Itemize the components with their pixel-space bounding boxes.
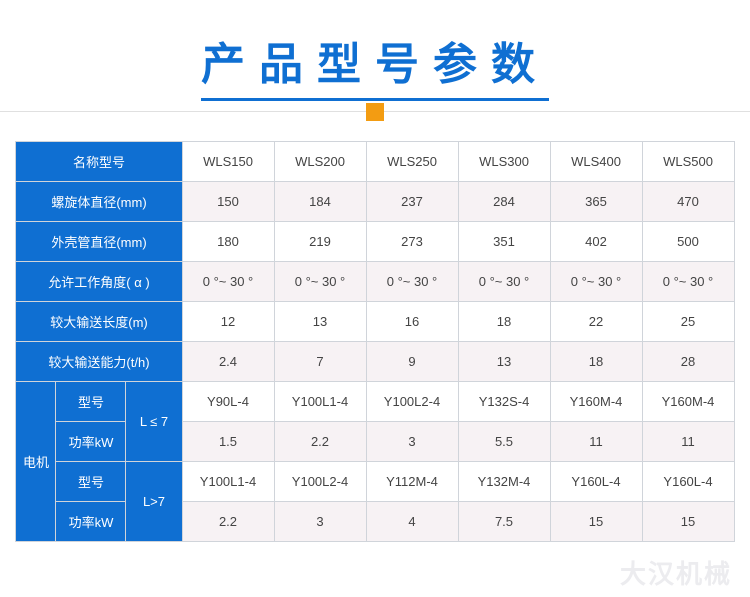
cell: 13: [458, 342, 550, 382]
cell: 18: [550, 342, 642, 382]
title-divider: [0, 101, 750, 123]
cell: 184: [274, 182, 366, 222]
cell: 284: [458, 182, 550, 222]
cell: WLS400: [550, 142, 642, 182]
cell: 7: [274, 342, 366, 382]
cell: Y100L2-4: [274, 462, 366, 502]
cell: 3: [274, 502, 366, 542]
cell: Y160M-4: [642, 382, 734, 422]
cell: 0 °~ 30 °: [182, 262, 274, 302]
cell: 25: [642, 302, 734, 342]
cell: WLS500: [642, 142, 734, 182]
cell: 219: [274, 222, 366, 262]
cell: Y132S-4: [458, 382, 550, 422]
watermark: 大汉机械: [620, 554, 732, 591]
cell: 150: [182, 182, 274, 222]
cell: 3: [366, 422, 458, 462]
divider-square-icon: [366, 103, 384, 121]
motor-sub-label: 型号: [56, 382, 126, 422]
cell: 180: [182, 222, 274, 262]
motor-group-label: 电机: [16, 382, 56, 542]
motor-cond: L>7: [126, 462, 182, 542]
cell: 0 °~ 30 °: [366, 262, 458, 302]
cell: Y100L1-4: [274, 382, 366, 422]
row-label: 较大输送能力(t/h): [16, 342, 182, 382]
cell: 28: [642, 342, 734, 382]
cell: WLS250: [366, 142, 458, 182]
cell: WLS300: [458, 142, 550, 182]
cell: 12: [182, 302, 274, 342]
cell: 9: [366, 342, 458, 382]
cell: Y160L-4: [642, 462, 734, 502]
cell: WLS200: [274, 142, 366, 182]
cell: 2.2: [274, 422, 366, 462]
cell: 2.2: [182, 502, 274, 542]
cell: Y160M-4: [550, 382, 642, 422]
cell: 402: [550, 222, 642, 262]
cell: Y100L2-4: [366, 382, 458, 422]
cell: Y132M-4: [458, 462, 550, 502]
row-label: 螺旋体直径(mm): [16, 182, 182, 222]
cell: 0 °~ 30 °: [642, 262, 734, 302]
cell: 351: [458, 222, 550, 262]
cell: 0 °~ 30 °: [274, 262, 366, 302]
cell: 237: [366, 182, 458, 222]
cell: 22: [550, 302, 642, 342]
cell: 18: [458, 302, 550, 342]
motor-cond: L ≤ 7: [126, 382, 182, 462]
cell: 273: [366, 222, 458, 262]
row-label: 名称型号: [16, 142, 182, 182]
cell: 11: [550, 422, 642, 462]
cell: Y160L-4: [550, 462, 642, 502]
cell: 500: [642, 222, 734, 262]
row-label: 外壳管直径(mm): [16, 222, 182, 262]
cell: 11: [642, 422, 734, 462]
row-label: 较大输送长度(m): [16, 302, 182, 342]
cell: 15: [642, 502, 734, 542]
motor-sub-label: 功率kW: [56, 422, 126, 462]
cell: 16: [366, 302, 458, 342]
cell: 365: [550, 182, 642, 222]
cell: WLS150: [182, 142, 274, 182]
spec-table: 名称型号 WLS150 WLS200 WLS250 WLS300 WLS400 …: [15, 141, 734, 542]
cell: 15: [550, 502, 642, 542]
cell: 13: [274, 302, 366, 342]
cell: 4: [366, 502, 458, 542]
cell: 2.4: [182, 342, 274, 382]
cell: 470: [642, 182, 734, 222]
motor-sub-label: 型号: [56, 462, 126, 502]
cell: Y112M-4: [366, 462, 458, 502]
row-label: 允许工作角度( α ): [16, 262, 182, 302]
cell: Y100L1-4: [182, 462, 274, 502]
page-title: 产品型号参数: [201, 28, 549, 101]
motor-sub-label: 功率kW: [56, 502, 126, 542]
cell: 5.5: [458, 422, 550, 462]
cell: 1.5: [182, 422, 274, 462]
title-section: 产品型号参数: [0, 0, 750, 101]
cell: 0 °~ 30 °: [458, 262, 550, 302]
cell: 7.5: [458, 502, 550, 542]
cell: 0 °~ 30 °: [550, 262, 642, 302]
cell: Y90L-4: [182, 382, 274, 422]
